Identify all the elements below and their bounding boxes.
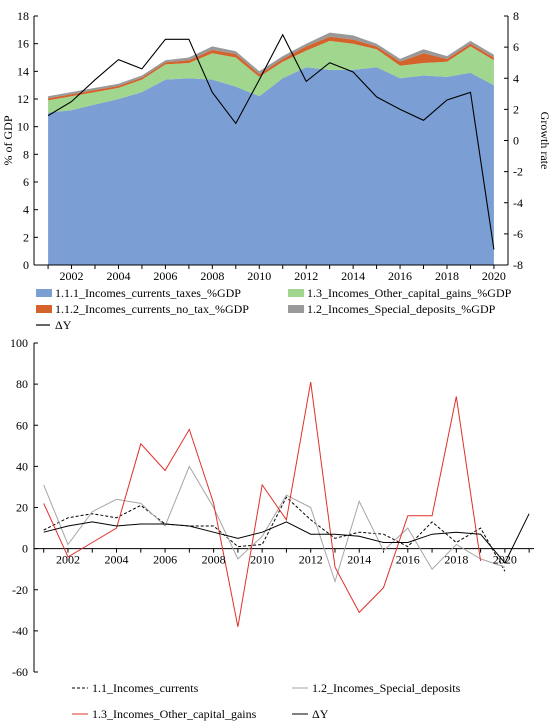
x-tick-label: 2012: [294, 269, 318, 283]
y-tick-label: -20: [12, 583, 28, 597]
right-tick-label: 0: [513, 134, 519, 148]
bottom-legend: 1.1_Incomes_currents 1.2_Incomes_Special_…: [72, 681, 461, 721]
left-tick-label: 16: [17, 37, 29, 51]
line-y: [43, 513, 530, 564]
line-growth-rate: [47, 33, 495, 250]
area-1-1-1-incomes-currents-taxes-gdp: [48, 67, 494, 265]
x-tick-label: 2004: [105, 553, 129, 567]
line-1-3-incomes-other-capital-gains: [43, 382, 482, 627]
legend-label-1-2-incomes-special-deposits-gdp: 1.2_Incomes_Special_deposits_%GDP: [307, 302, 496, 316]
x-tick-label: 2014: [341, 269, 365, 283]
left-tick-label: 6: [23, 175, 29, 189]
y-tick-label: 60: [16, 418, 28, 432]
left-tick-label: 0: [23, 258, 29, 272]
area-1-1-2-incomes-currents-no-tax-gdp: [48, 36, 494, 101]
legend-label-y: ΔY: [55, 318, 72, 332]
left-tick-label: 4: [23, 203, 29, 217]
y-tick-label: 40: [16, 459, 28, 473]
x-tick-label: 2020: [482, 269, 506, 283]
left-tick-label: 10: [17, 120, 29, 134]
x-tick-label: 2008: [200, 269, 224, 283]
legend-label-1-2-incomes-special-deposits: 1.2_Incomes_Special_deposits: [312, 681, 461, 695]
bottom-line-chart: -60 -40 -20 0 20 40 60 80 100 2002 2004 2006 2008 201…: [10, 336, 534, 721]
x-tick-label: 2018: [444, 553, 468, 567]
y-tick-label: -40: [12, 624, 28, 638]
y-tick-label: 20: [16, 501, 28, 515]
x-tick-label: 2016: [396, 553, 420, 567]
legend-label-1-1-1-incomes-currents-taxes-gdp: 1.1.1_Incomes_currents_taxes_%GDP: [55, 286, 241, 300]
x-tick-label: 2006: [153, 269, 177, 283]
x-tick-label: 2012: [299, 553, 323, 567]
right-tick-label: 2: [513, 102, 519, 116]
right-tick-label: -8: [513, 258, 523, 272]
left-tick-label: 18: [17, 9, 29, 23]
legend-label-1-3-incomes-other-capital-gains-gdp: 1.3_Incomes_Other_capital_gains_%GDP: [307, 286, 512, 300]
x-tick-label: 2004: [106, 269, 130, 283]
y2-axis-title: Growth rate: [538, 112, 550, 170]
right-tick-label: -6: [513, 227, 523, 241]
area-1-3-incomes-other-capital-gains-gdp: [48, 40, 494, 113]
left-tick-label: 8: [23, 147, 29, 161]
right-tick-label: -2: [513, 165, 523, 179]
x-tick-label: 2016: [388, 269, 412, 283]
legend-swatch-1-1-1-incomes-currents-taxes-gdp: [36, 289, 52, 297]
left-tick-label: 12: [17, 92, 29, 106]
legend-label-1-1-2-incomes-currents-no-tax-gdp: 1.1.2_Incomes_currents_no_tax_%GDP: [55, 302, 249, 316]
y-tick-label: 80: [16, 377, 28, 391]
top-legend: 1.1.1_Incomes_currents_taxes_%GDP 1.3_Inc…: [36, 286, 512, 332]
legend-label-y: ΔY: [312, 707, 329, 721]
y-tick-label: -60: [12, 665, 28, 679]
x-tick-label: 2002: [60, 269, 84, 283]
right-tick-label: 8: [513, 9, 519, 23]
x-tick-label: 2002: [56, 553, 80, 567]
x-tick-label: 2020: [493, 553, 517, 567]
x-tick-label: 2006: [153, 553, 177, 567]
area-1-2-incomes-special-deposits-gdp: [48, 32, 494, 99]
x-tick-label: 2018: [435, 269, 459, 283]
left-tick-label: 14: [17, 64, 29, 78]
legend-swatch-1-3-incomes-other-capital-gains-gdp: [288, 289, 304, 297]
right-tick-label: 6: [513, 40, 519, 54]
right-tick-label: -4: [513, 196, 523, 210]
right-tick-label: 4: [513, 71, 519, 85]
left-tick-label: 2: [23, 230, 29, 244]
top-area-chart: 0 2 4 6 8 10 12 14 16 18 -8 -6 -4 -2 0 2 4 6 8 2002 2004 2006…: [1, 9, 550, 332]
y-tick-label: 0: [22, 542, 28, 556]
y-axis-title: % of GDP: [1, 115, 15, 165]
x-tick-label: 2010: [250, 553, 274, 567]
line-1-2-incomes-special-deposits: [43, 465, 506, 584]
legend-label-1-1-incomes-currents: 1.1_Incomes_currents: [92, 681, 199, 695]
legend-swatch-1-2-incomes-special-deposits-gdp: [288, 305, 304, 313]
x-tick-label: 2008: [202, 553, 226, 567]
x-tick-label: 2014: [347, 553, 371, 567]
y-tick-label: 100: [10, 336, 28, 350]
legend-label-1-3-incomes-other-capital-gains: 1.3_Incomes_Other_capital_gains: [92, 707, 257, 721]
x-tick-label: 2010: [247, 269, 271, 283]
legend-swatch-1-1-2-incomes-currents-no-tax-gdp: [36, 305, 52, 313]
